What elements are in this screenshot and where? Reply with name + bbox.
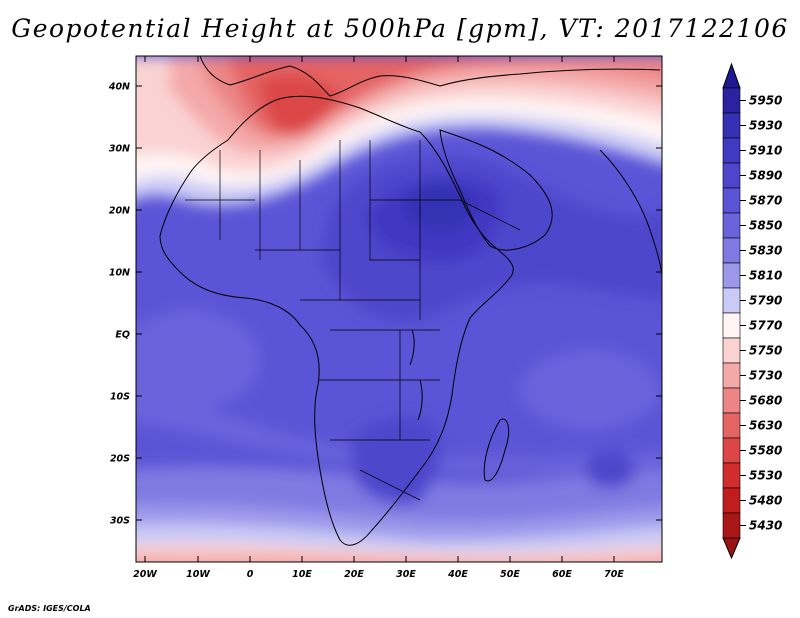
grads-credit: GrADS: IGES/COLA <box>8 604 91 613</box>
x-tick-label: 20E <box>344 569 364 580</box>
colorbar-label: 5830 <box>749 244 782 258</box>
plot-frame <box>135 55 663 563</box>
colorbar-label: 5580 <box>749 444 782 458</box>
arabian-peninsula <box>439 129 553 251</box>
europe-coast <box>199 56 661 97</box>
colorbar-swatch <box>722 312 741 339</box>
y-tick-label: 20N <box>109 206 130 217</box>
x-axis: 20W 10W 0 10E 20E 30E 40E 50E 60E 70E <box>133 56 624 580</box>
colorbar-label: 5430 <box>749 519 782 533</box>
y-axis: 40N 30N 20N 10N EQ 10S 20S 30S <box>108 82 662 527</box>
colorbar-swatch <box>722 287 741 314</box>
y-tick-label: 20S <box>110 454 130 465</box>
y-tick-label: 10N <box>109 268 130 279</box>
country-borders <box>185 140 521 501</box>
x-tick-label: 10W <box>186 569 210 580</box>
y-tick-label: 10S <box>110 392 130 403</box>
colorbar-label: 5750 <box>749 344 782 358</box>
colorbar-label: 5730 <box>749 369 782 383</box>
colorbar-label: 5680 <box>749 394 782 408</box>
y-tick-label: 30S <box>110 516 130 527</box>
colorbar-swatch <box>722 137 741 164</box>
colorbar-swatch <box>722 237 741 264</box>
great-lakes <box>409 329 423 421</box>
colorbar-swatch <box>722 337 741 364</box>
x-tick-label: 0 <box>247 569 254 580</box>
colorbar-swatch <box>722 387 741 414</box>
india-outline <box>599 149 662 276</box>
colorbar-label: 5890 <box>749 169 782 183</box>
colorbar-label: 5530 <box>749 469 782 483</box>
colorbar-label: 5770 <box>749 319 782 333</box>
y-tick-label: 40N <box>108 82 130 93</box>
coastlines <box>159 56 662 546</box>
colorbar-swatch <box>722 462 741 489</box>
colorbar-swatch <box>722 87 741 114</box>
colorbar-swatch <box>722 512 741 539</box>
height-field <box>136 56 662 562</box>
colorbar-swatch <box>722 187 741 214</box>
colorbar-swatch <box>722 212 741 239</box>
colorbar: 5950 5930 5910 5890 5870 5850 5830 5810 5790 5770… <box>722 62 782 560</box>
colorbar-swatch <box>722 362 741 389</box>
x-tick-label: 60E <box>552 569 572 580</box>
x-tick-label: 40E <box>447 569 468 580</box>
colorbar-swatch <box>722 412 741 439</box>
colorbar-label: 5930 <box>749 119 782 133</box>
colorbar-label: 5480 <box>749 494 782 508</box>
colorbar-swatch <box>722 487 741 514</box>
colorbar-swatch <box>722 112 741 139</box>
x-tick-label: 30E <box>396 569 416 580</box>
colorbar-swatch <box>722 437 741 464</box>
colorbar-label: 5910 <box>749 144 782 158</box>
colorbar-label: 5950 <box>749 94 782 108</box>
colorbar-label: 5870 <box>749 194 782 208</box>
x-tick-label: 50E <box>500 569 520 580</box>
y-tick-label: 30N <box>109 144 130 155</box>
x-tick-label: 10E <box>292 569 312 580</box>
africa-coastline <box>159 95 514 546</box>
y-tick-label: EQ <box>115 330 130 341</box>
map-title: Geopotential Height at 500hPa [gpm], VT:… <box>11 14 789 43</box>
colorbar-top-arrow <box>722 62 741 89</box>
colorbar-label: 5790 <box>749 294 782 308</box>
colorbar-bottom-arrow <box>722 537 741 560</box>
colorbar-label: 5810 <box>749 269 782 283</box>
colorbar-label: 5630 <box>749 419 782 433</box>
colorbar-swatch <box>722 262 741 289</box>
madagascar-outline <box>483 418 510 482</box>
colorbar-label: 5850 <box>749 219 782 233</box>
x-tick-label: 20W <box>133 569 157 580</box>
x-tick-label: 70E <box>604 569 624 580</box>
colorbar-swatch <box>722 162 741 189</box>
